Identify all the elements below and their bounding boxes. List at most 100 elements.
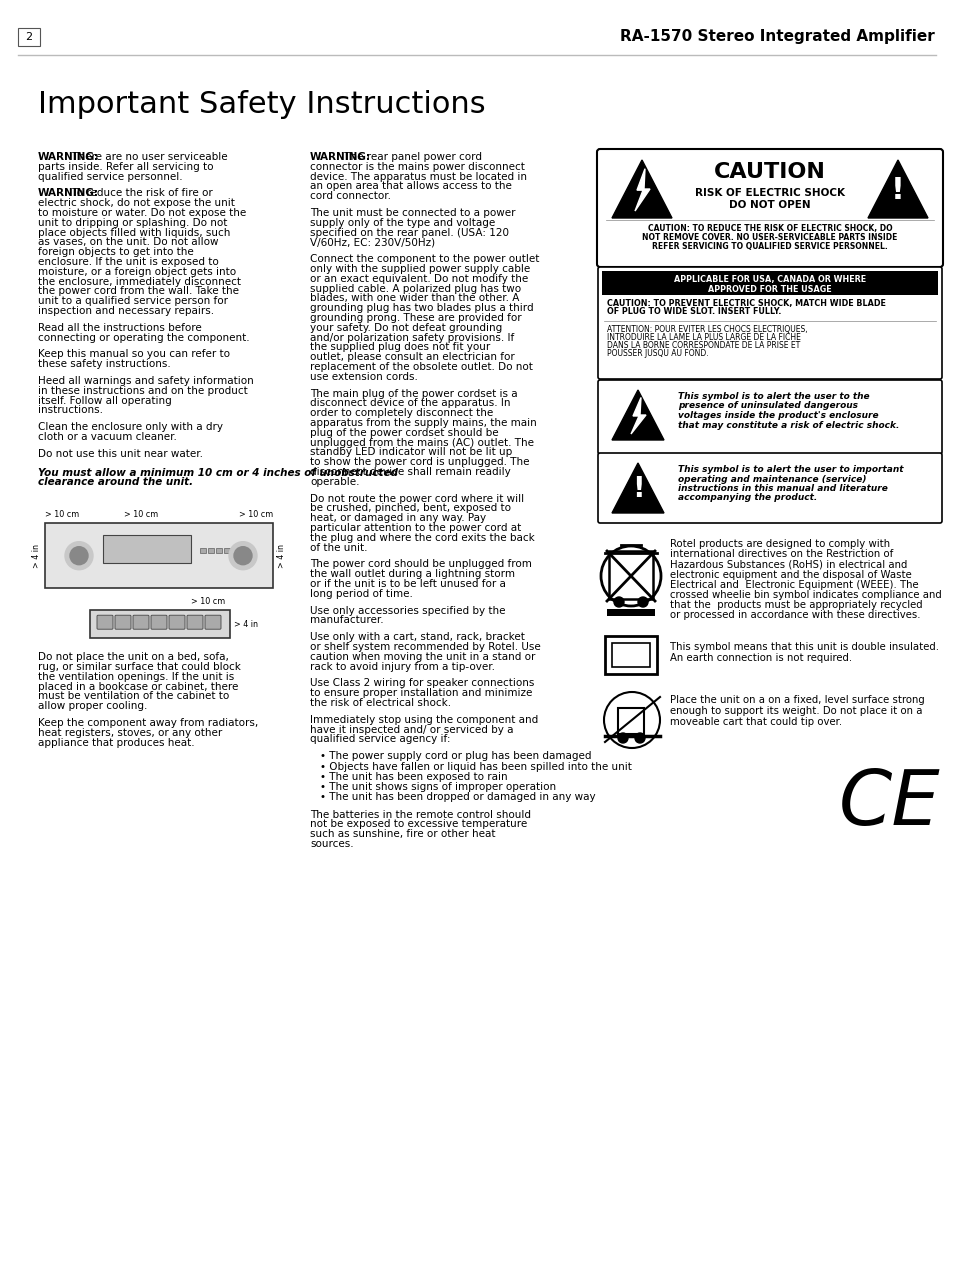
Text: The batteries in the remote control should: The batteries in the remote control shou… [310,810,531,819]
Circle shape [638,597,647,607]
FancyBboxPatch shape [601,271,937,295]
Text: WARNING:: WARNING: [310,151,371,162]
Text: to ensure proper installation and minimize: to ensure proper installation and minimi… [310,688,532,698]
Text: clearance around the unit.: clearance around the unit. [38,477,193,487]
FancyBboxPatch shape [606,609,655,616]
Text: REFER SERVICING TO QUALIFIED SERVICE PERSONNEL.: REFER SERVICING TO QUALIFIED SERVICE PER… [652,242,887,251]
Text: to moisture or water. Do not expose the: to moisture or water. Do not expose the [38,209,246,218]
Text: Keep this manual so you can refer to: Keep this manual so you can refer to [38,350,230,360]
Text: qualified service personnel.: qualified service personnel. [38,172,182,182]
Text: the power cord from the wall. Take the: the power cord from the wall. Take the [38,286,239,296]
Text: An earth connection is not required.: An earth connection is not required. [669,653,851,663]
Text: outlet, please consult an electrician for: outlet, please consult an electrician fo… [310,352,515,363]
FancyBboxPatch shape [97,616,112,630]
Text: or if the unit is to be left unused for a: or if the unit is to be left unused for … [310,579,505,589]
FancyBboxPatch shape [240,548,246,553]
Text: The power cord should be unplugged from: The power cord should be unplugged from [310,560,532,570]
Text: be crushed, pinched, bent, exposed to: be crushed, pinched, bent, exposed to [310,504,511,514]
Text: long period of time.: long period of time. [310,589,413,599]
Text: to show the power cord is unplugged. The: to show the power cord is unplugged. The [310,457,529,467]
Text: > 10 cm: > 10 cm [45,510,79,519]
Text: plug of the power cordset should be: plug of the power cordset should be [310,427,498,438]
Text: The rear panel power cord: The rear panel power cord [341,151,481,162]
FancyBboxPatch shape [115,616,131,630]
Text: Immediately stop using the component and: Immediately stop using the component and [310,715,537,725]
Text: !: ! [631,474,643,502]
Text: foreign objects to get into the: foreign objects to get into the [38,247,193,257]
Text: CAUTION: TO REDUCE THE RISK OF ELECTRIC SHOCK, DO: CAUTION: TO REDUCE THE RISK OF ELECTRIC … [647,224,891,233]
Text: Do not route the power cord where it will: Do not route the power cord where it wil… [310,494,523,504]
Text: that the  products must be appropriately recycled: that the products must be appropriately … [669,600,922,611]
Text: INTRODUIRE LA LAME LA PLUS LARGE DE LA FICHE: INTRODUIRE LA LAME LA PLUS LARGE DE LA F… [606,333,800,342]
Text: • The power supply cord or plug has been damaged: • The power supply cord or plug has been… [319,752,591,761]
Text: specified on the rear panel. (USA: 120: specified on the rear panel. (USA: 120 [310,228,509,238]
Text: that may constitute a risk of electric shock.: that may constitute a risk of electric s… [678,421,899,430]
Text: CAUTION: CAUTION [713,162,825,182]
FancyBboxPatch shape [200,548,206,553]
Text: have it inspected and/ or serviced by a: have it inspected and/ or serviced by a [310,725,513,735]
Text: > 10 cm: > 10 cm [191,597,225,607]
Text: apparatus from the supply mains, the main: apparatus from the supply mains, the mai… [310,418,537,427]
FancyBboxPatch shape [598,453,941,523]
Text: the plug and where the cord exits the back: the plug and where the cord exits the ba… [310,533,535,543]
Circle shape [70,547,88,565]
Circle shape [65,542,92,570]
Text: in these instructions and on the product: in these instructions and on the product [38,385,248,396]
Text: You must allow a minimum 10 cm or 4 inches of unobstructed: You must allow a minimum 10 cm or 4 inch… [38,468,397,477]
Text: or an exact equivalent. Do not modify the: or an exact equivalent. Do not modify th… [310,273,528,284]
Text: electric shock, do not expose the unit: electric shock, do not expose the unit [38,198,234,209]
Text: voltages inside the product's enclosure: voltages inside the product's enclosure [678,411,878,420]
Text: grounding plug has two blades plus a third: grounding plug has two blades plus a thi… [310,303,533,313]
Text: the supplied plug does not fit your: the supplied plug does not fit your [310,342,490,352]
Text: the wall outlet during a lightning storm: the wall outlet during a lightning storm [310,569,515,579]
Text: rack to avoid injury from a tip-over.: rack to avoid injury from a tip-over. [310,661,495,672]
Text: as vases, on the unit. Do not allow: as vases, on the unit. Do not allow [38,238,218,247]
Text: only with the supplied power supply cable: only with the supplied power supply cabl… [310,265,530,273]
Text: CE: CE [838,767,939,841]
Text: appliance that produces heat.: appliance that produces heat. [38,738,194,748]
FancyBboxPatch shape [598,380,941,454]
Circle shape [229,542,256,570]
FancyBboxPatch shape [608,551,652,599]
Text: or shelf system recommended by Rotel. Use: or shelf system recommended by Rotel. Us… [310,642,540,653]
Text: such as sunshine, fire or other heat: such as sunshine, fire or other heat [310,829,495,840]
Text: these safety instructions.: these safety instructions. [38,359,171,369]
Text: itself. Follow all operating: itself. Follow all operating [38,396,172,406]
Text: crossed wheelie bin symbol indicates compliance and: crossed wheelie bin symbol indicates com… [669,590,941,600]
FancyBboxPatch shape [597,149,942,267]
Text: of the unit.: of the unit. [310,543,367,552]
Text: supply only of the type and voltage: supply only of the type and voltage [310,218,495,228]
FancyBboxPatch shape [604,636,657,674]
Text: disconnect device of the apparatus. In: disconnect device of the apparatus. In [310,398,510,408]
Text: supplied cable. A polarized plug has two: supplied cable. A polarized plug has two [310,284,520,294]
Text: Place the unit on a on a fixed, level surface strong: Place the unit on a on a fixed, level su… [669,695,923,705]
Text: 2: 2 [26,32,32,42]
Text: or processed in accordance with these directives.: or processed in accordance with these di… [669,611,920,621]
Text: POUSSER JUSQU AU FOND.: POUSSER JUSQU AU FOND. [606,349,708,357]
Text: unplugged from the mains (AC) outlet. The: unplugged from the mains (AC) outlet. Th… [310,438,534,448]
Text: the risk of electrical shock.: the risk of electrical shock. [310,698,451,709]
FancyBboxPatch shape [618,709,643,734]
Text: Connect the component to the power outlet: Connect the component to the power outle… [310,254,538,265]
Text: replacement of the obsolete outlet. Do not: replacement of the obsolete outlet. Do n… [310,363,533,371]
Text: • The unit has been exposed to rain: • The unit has been exposed to rain [319,772,507,782]
FancyBboxPatch shape [103,536,191,563]
Text: WARNING:: WARNING: [38,151,99,162]
Text: unit to dripping or splashing. Do not: unit to dripping or splashing. Do not [38,218,227,228]
Circle shape [635,733,644,743]
FancyBboxPatch shape [612,644,649,667]
Text: caution when moving the unit in a stand or: caution when moving the unit in a stand … [310,651,535,661]
Text: allow proper cooling.: allow proper cooling. [38,701,147,711]
FancyBboxPatch shape [208,548,213,553]
Text: moisture, or a foreign object gets into: moisture, or a foreign object gets into [38,267,236,277]
Text: Use Class 2 wiring for speaker connections: Use Class 2 wiring for speaker connectio… [310,678,534,688]
Text: the enclosure, immediately disconnect: the enclosure, immediately disconnect [38,276,241,286]
Text: Heed all warnings and safety information: Heed all warnings and safety information [38,377,253,385]
Text: !: ! [890,176,904,205]
Text: APPLICABLE FOR USA, CANADA OR WHERE: APPLICABLE FOR USA, CANADA OR WHERE [673,275,865,284]
Text: Hazardous Substances (RoHS) in electrical and: Hazardous Substances (RoHS) in electrica… [669,560,906,570]
Circle shape [614,597,623,607]
FancyBboxPatch shape [151,616,167,630]
Text: > 4 in: > 4 in [32,543,41,567]
Text: cloth or a vacuum cleaner.: cloth or a vacuum cleaner. [38,432,176,441]
